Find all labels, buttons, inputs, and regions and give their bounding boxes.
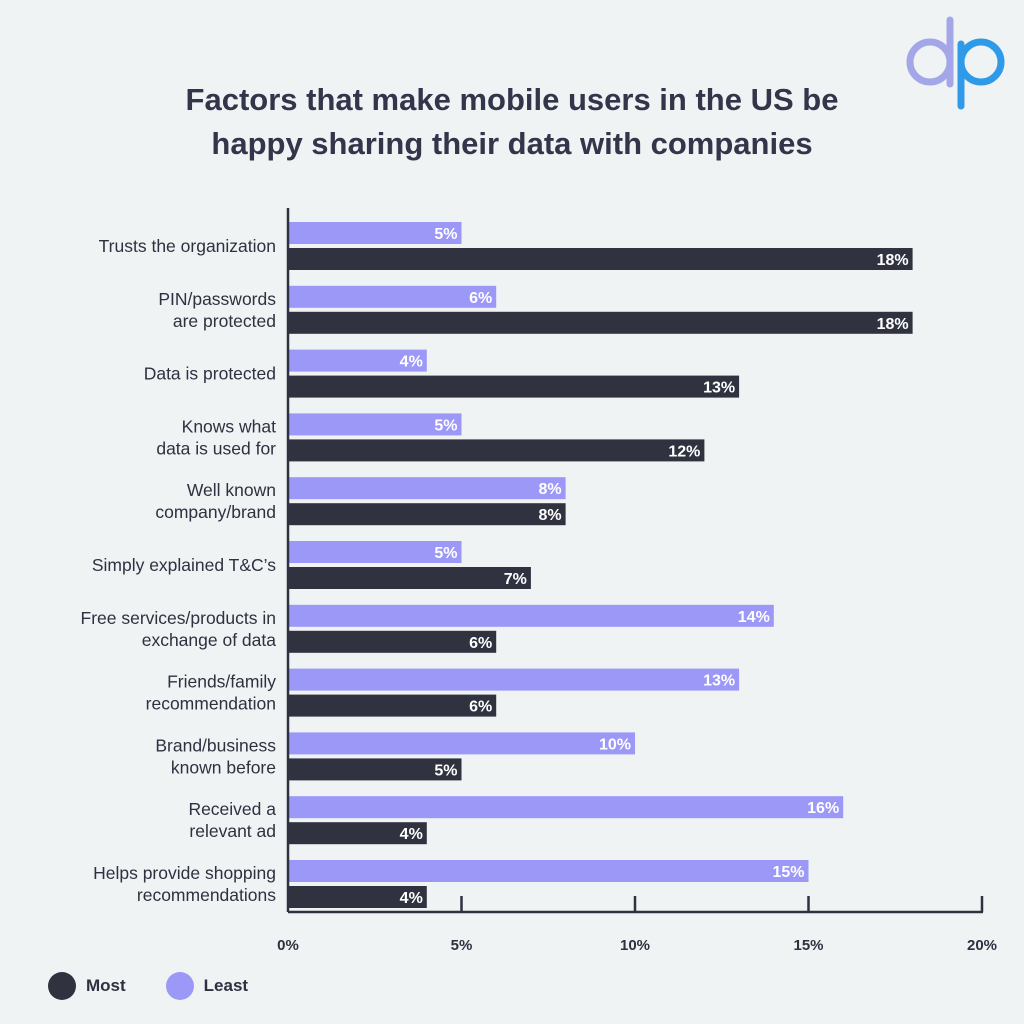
data-label-most: 4% (400, 890, 423, 907)
data-label-least: 6% (469, 290, 492, 307)
bar-least (288, 796, 844, 819)
category-label: data is used for (156, 438, 276, 458)
legend-swatch-least (165, 972, 194, 1000)
x-tick-label: 0% (277, 937, 299, 954)
data-label-most: 12% (668, 443, 700, 460)
data-label-least: 15% (772, 864, 804, 881)
category-label: Data is protected (144, 364, 276, 384)
bar-most (288, 630, 497, 653)
category-label: known before (171, 757, 276, 777)
bar-most (288, 694, 497, 717)
data-label-most: 4% (400, 826, 423, 843)
legend-item-most: Most (48, 972, 126, 1000)
bar-most (288, 439, 705, 462)
legend-label-most: Most (86, 976, 126, 995)
data-label-least: 5% (434, 417, 457, 434)
dp-logo-icon (906, 16, 1005, 110)
category-label: relevant ad (189, 821, 276, 841)
bar-most (288, 311, 913, 334)
bar-most (288, 375, 740, 398)
legend-swatch-most (48, 972, 76, 1000)
category-label: Helps provide shopping (93, 863, 276, 883)
chart-title: Factors that make mobile users in the US… (0, 78, 1024, 166)
bar-least (288, 477, 566, 500)
bar-most (288, 503, 566, 526)
category-label: recommendations (137, 885, 276, 905)
chart-title-line-2: happy sharing their data with companies (211, 126, 813, 161)
data-label-most: 13% (703, 380, 735, 397)
category-label: are protected (173, 311, 276, 331)
data-label-most: 6% (469, 699, 492, 716)
bar-least (288, 541, 462, 563)
bar-least (288, 349, 427, 372)
x-tick-label: 15% (793, 937, 823, 954)
bar-most (288, 886, 427, 908)
bar-most (288, 248, 913, 270)
x-tick-label: 10% (620, 937, 650, 954)
bar-least (288, 860, 809, 882)
data-label-least: 4% (400, 354, 423, 371)
data-label-least: 8% (538, 481, 561, 498)
bar-least (288, 285, 497, 308)
bar-least (288, 413, 462, 436)
category-label: Free services/products in (81, 608, 277, 628)
category-label: Knows what (182, 416, 276, 436)
category-label: Brand/business (155, 735, 276, 755)
data-label-most: 6% (469, 635, 492, 652)
bar-most (288, 567, 531, 589)
bar-least (288, 668, 740, 691)
category-label: recommendation (146, 694, 276, 714)
chart-title-line-1: Factors that make mobile users in the US… (185, 82, 839, 117)
bar-most (288, 758, 462, 781)
data-label-least: 5% (434, 226, 457, 243)
category-label: Simply explained T&C’s (92, 555, 276, 575)
data-label-least: 10% (599, 736, 631, 753)
data-label-most: 18% (877, 316, 909, 333)
category-label: Friends/family (167, 672, 276, 692)
category-label: Received a (188, 799, 276, 819)
data-label-least: 5% (434, 545, 457, 562)
category-label: Trusts the organization (99, 236, 276, 256)
x-tick-label: 5% (451, 937, 473, 954)
category-label: Well known (187, 480, 276, 500)
data-label-most: 5% (434, 762, 457, 779)
category-label: company/brand (155, 502, 276, 522)
data-label-most: 7% (504, 571, 527, 588)
data-label-least: 14% (738, 609, 770, 626)
data-label-most: 18% (877, 252, 909, 269)
bar-least (288, 222, 462, 244)
bar-most (288, 822, 427, 845)
bar-least (288, 732, 635, 755)
category-label: PIN/passwords (158, 289, 276, 309)
x-tick-label: 20% (967, 937, 997, 954)
bar-least (288, 604, 774, 627)
legend-item-least: Least (165, 972, 249, 1000)
legend-label-least: Least (203, 976, 249, 995)
data-label-most: 8% (538, 507, 561, 524)
data-label-least: 16% (807, 800, 839, 817)
category-label: exchange of data (142, 630, 277, 650)
data-label-least: 13% (703, 673, 735, 690)
legend: Most Least (48, 972, 288, 1000)
